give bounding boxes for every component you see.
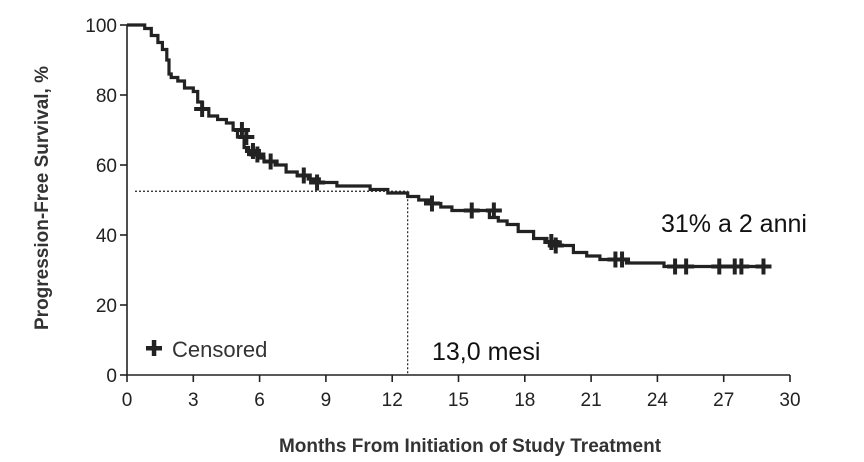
censor-mark	[711, 258, 728, 275]
y-tick-label: 20	[96, 296, 117, 317]
x-tick-label: 27	[713, 390, 734, 411]
x-tick-label: 3	[188, 390, 199, 411]
x-tick-label: 24	[647, 390, 669, 411]
censor-mark	[423, 195, 440, 212]
x-tick-label: 12	[382, 390, 403, 411]
legend: Censored	[146, 337, 267, 362]
censor-mark	[194, 101, 211, 117]
y-tick-label: 60	[96, 156, 117, 177]
censor-mark	[262, 153, 279, 170]
y-axis: 0 20 40 60 80 100	[85, 16, 128, 387]
two-year-annotation: 31% a 2 anni	[661, 210, 807, 238]
x-tick-label: 6	[254, 390, 265, 411]
censor-marks	[194, 101, 772, 275]
y-tick-label: 80	[96, 86, 117, 107]
censor-mark	[755, 258, 772, 275]
y-tick-label: 0	[106, 366, 117, 387]
censor-mark	[295, 167, 312, 184]
censor-mark	[733, 258, 750, 275]
x-tick-label: 21	[581, 390, 602, 411]
y-tick-label: 100	[85, 16, 117, 37]
x-axis: 0 3 6 9 12 15 18 21 24 27 30	[122, 374, 801, 411]
x-ticks: 0 3 6 9 12 15 18 21 24 27 30	[122, 375, 801, 411]
y-tick-label: 40	[96, 226, 117, 247]
censor-legend-icon	[146, 340, 162, 356]
x-tick-label: 30	[779, 390, 800, 411]
censor-mark	[249, 146, 266, 163]
median-annotation: 13,0 mesi	[432, 338, 540, 366]
x-tick-label: 0	[122, 390, 133, 411]
censor-mark	[547, 237, 564, 254]
censor-mark	[678, 258, 695, 275]
censor-mark	[309, 174, 326, 191]
x-tick-label: 9	[321, 390, 332, 411]
censor-mark	[614, 251, 631, 268]
x-tick-label: 15	[448, 390, 469, 411]
legend-label: Censored	[172, 337, 267, 362]
censor-mark	[463, 202, 480, 219]
censor-mark	[485, 202, 502, 219]
y-ticks: 0 20 40 60 80 100	[85, 16, 127, 387]
x-tick-label: 18	[514, 390, 535, 411]
x-axis-title: Months From Initiation of Study Treatmen…	[279, 436, 662, 457]
censor-mark	[238, 129, 255, 145]
y-axis-title: Progression-Free Survival, %	[32, 66, 53, 330]
